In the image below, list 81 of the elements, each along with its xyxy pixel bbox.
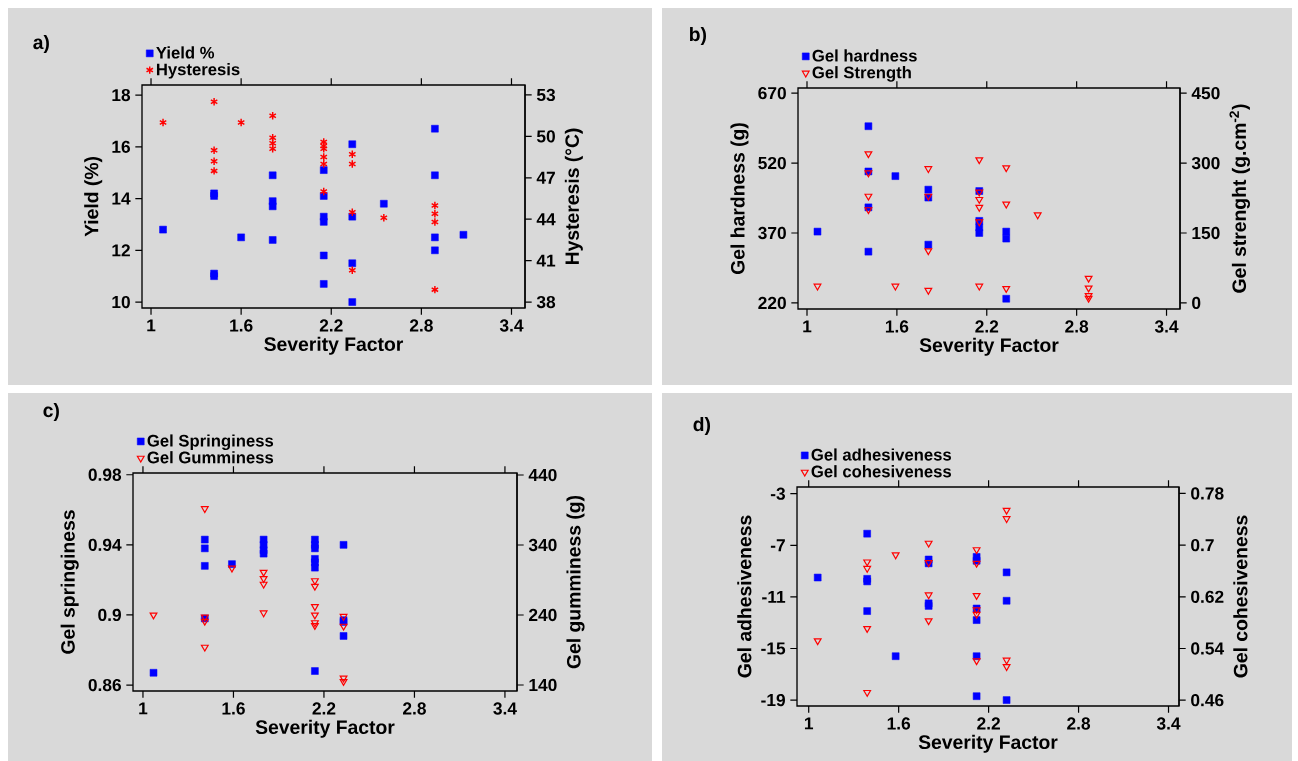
y2-tick-label: 47 bbox=[536, 171, 555, 184]
y2-tick-label: 0.54 bbox=[1191, 642, 1225, 655]
legend-label: Gel adhesiveness bbox=[811, 448, 951, 461]
y2-tick-label: 53 bbox=[536, 88, 556, 102]
y2-tick-label: 50 bbox=[536, 130, 555, 143]
legend-label: Hysteresis bbox=[156, 63, 240, 79]
y2-tick-label: 300 bbox=[1191, 156, 1220, 170]
chart-title: c) bbox=[43, 402, 59, 422]
y-tick-label: 0.9 bbox=[98, 608, 121, 622]
x-axis-title: Severity Factor bbox=[918, 734, 1058, 753]
chart-title: b) bbox=[690, 26, 707, 46]
y-tick-label: 670 bbox=[758, 86, 786, 100]
y-axis-title: Gel springiness bbox=[60, 510, 79, 654]
y-tick-label: 370 bbox=[758, 226, 786, 240]
y-tick-label: 0.98 bbox=[88, 468, 122, 481]
y2-axis-title: Gel strenght (g.cm$^{-2}$) bbox=[1229, 104, 1250, 293]
x-tick-label: 1 bbox=[147, 319, 156, 332]
x-tick-label: 1.6 bbox=[230, 319, 253, 332]
chart-title: d) bbox=[693, 416, 711, 436]
x-tick-label: 2.2 bbox=[975, 320, 999, 333]
y-tick-label: -19 bbox=[761, 693, 785, 707]
x-tick-label: 2.2 bbox=[312, 702, 336, 715]
y-tick-label: 10 bbox=[112, 295, 130, 309]
y2-tick-label: 0.62 bbox=[1191, 590, 1224, 603]
y2-tick-label: 450 bbox=[1191, 86, 1220, 100]
y-tick-label: 12 bbox=[112, 244, 130, 257]
y-tick-label: -11 bbox=[762, 590, 786, 603]
x-tick-label: 1 bbox=[803, 320, 812, 333]
y-tick-label: -15 bbox=[761, 642, 786, 655]
chart-title: a) bbox=[33, 34, 49, 54]
x-axis-title: Severity Factor bbox=[919, 337, 1059, 356]
y-tick-label: 220 bbox=[758, 296, 786, 310]
y2-tick-label: 0 bbox=[1192, 296, 1201, 310]
y2-tick-label: 140 bbox=[529, 678, 557, 692]
y2-axis-title: Gel cohesiveness bbox=[1233, 515, 1248, 678]
x-tick-label: 2.8 bbox=[403, 702, 426, 715]
x-tick-label: 1 bbox=[139, 702, 148, 715]
x-tick-label: 1.6 bbox=[887, 717, 911, 730]
y-tick-label: -3 bbox=[770, 487, 785, 500]
y-axis-title: Gel adhesiveness bbox=[737, 515, 752, 678]
y-tick-label: 0.94 bbox=[88, 538, 122, 551]
x-tick-label: 2.8 bbox=[1065, 320, 1089, 333]
x-tick-label: 1.6 bbox=[222, 702, 245, 715]
y2-axis-title: Hysteresis (°C) bbox=[564, 128, 583, 265]
legend-label: Gel Springiness bbox=[147, 434, 274, 451]
y2-tick-label: 150 bbox=[1192, 226, 1220, 240]
y2-tick-label: 0.7 bbox=[1191, 539, 1214, 552]
y-tick-label: 18 bbox=[112, 88, 131, 102]
legend-label: Gel Gumminess bbox=[147, 451, 274, 464]
y2-tick-label: 38 bbox=[536, 295, 556, 309]
y-tick-label: 0.86 bbox=[88, 678, 121, 692]
x-tick-label: 2.8 bbox=[1067, 717, 1091, 730]
y-tick-label: 14 bbox=[112, 192, 131, 205]
x-tick-label: 1.6 bbox=[885, 320, 909, 333]
y-axis-title: Yield (%) bbox=[84, 157, 103, 237]
x-tick-label: 2.8 bbox=[409, 319, 433, 332]
y-tick-label: 520 bbox=[758, 156, 786, 170]
y2-tick-label: 41 bbox=[536, 254, 556, 267]
y2-tick-label: 0.46 bbox=[1191, 694, 1224, 707]
x-tick-label: 2.2 bbox=[319, 319, 343, 332]
x-tick-label: 3.4 bbox=[493, 702, 517, 715]
legend-label: Gel hardness bbox=[812, 49, 917, 62]
x-tick-label: 3.4 bbox=[1156, 717, 1181, 730]
x-axis-title: Severity Factor bbox=[255, 719, 395, 738]
y2-tick-label: 240 bbox=[528, 608, 557, 622]
legend-label: Gel Strength bbox=[812, 66, 911, 82]
y2-tick-label: 440 bbox=[528, 468, 557, 482]
legend-label: Gel cohesiveness bbox=[811, 465, 951, 478]
y-tick-label: 16 bbox=[112, 140, 130, 153]
x-tick-label: 3.4 bbox=[1154, 320, 1179, 333]
x-tick-label: 1 bbox=[804, 717, 814, 730]
y-axis-title: Gel hardness (g) bbox=[730, 123, 749, 274]
y-tick-label: -7 bbox=[770, 539, 785, 552]
y2-axis-title: Gel gumminess (g) bbox=[566, 495, 585, 669]
x-tick-label: 2.2 bbox=[977, 717, 1000, 730]
y2-tick-label: 340 bbox=[528, 538, 557, 552]
y2-tick-label: 44 bbox=[536, 213, 556, 226]
legend-label: Yield % bbox=[156, 46, 215, 59]
x-axis-title: Severity Factor bbox=[264, 336, 404, 355]
y2-tick-label: 0.78 bbox=[1191, 487, 1224, 500]
x-tick-label: 3.4 bbox=[499, 319, 524, 332]
